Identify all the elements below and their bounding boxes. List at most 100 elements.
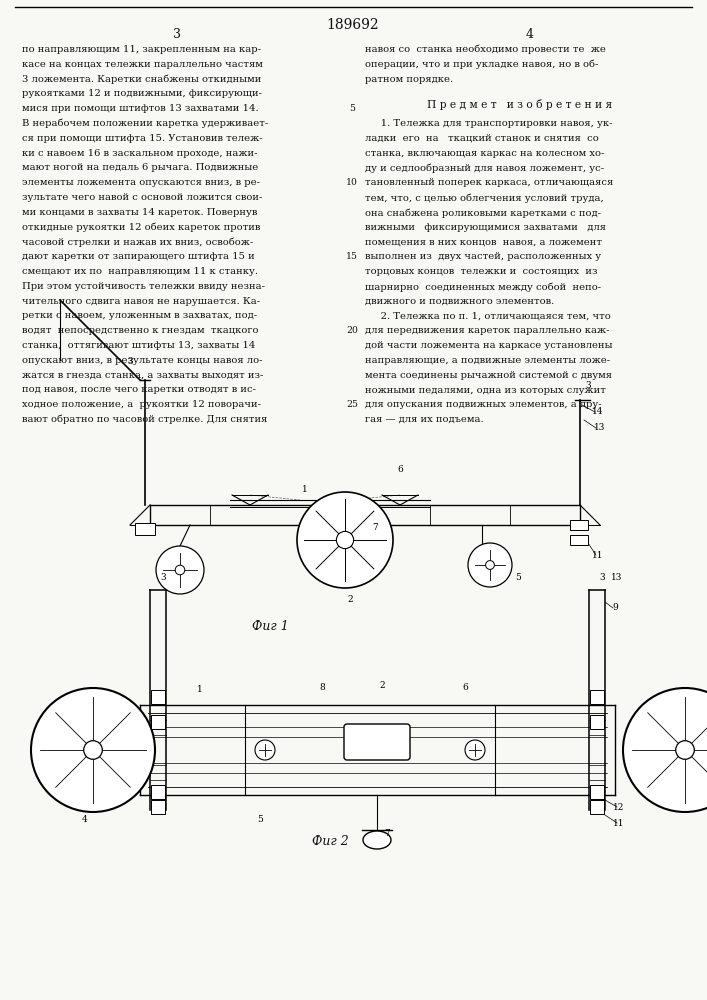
Circle shape	[156, 546, 204, 594]
Text: ми концами в захваты 14 кареток. Повернув: ми концами в захваты 14 кареток. Поверну…	[22, 208, 257, 217]
Text: рукоятками 12 и подвижными, фиксирующи-: рукоятками 12 и подвижными, фиксирующи-	[22, 89, 262, 98]
Text: 3: 3	[600, 574, 604, 582]
Text: ся при помощи штифта 15. Установив тележ-: ся при помощи штифта 15. Установив тележ…	[22, 134, 262, 143]
Circle shape	[175, 565, 185, 575]
Text: 1: 1	[302, 486, 308, 494]
Text: 5: 5	[349, 104, 355, 113]
Bar	[590, 715, 604, 729]
Text: 25: 25	[346, 400, 358, 409]
Text: мента соединены рычажной системой с двумя: мента соединены рычажной системой с двум…	[365, 371, 612, 380]
Text: 14: 14	[592, 408, 604, 416]
Text: выполнен из  двух частей, расположенных у: выполнен из двух частей, расположенных у	[365, 252, 601, 261]
Text: 13: 13	[612, 574, 623, 582]
Text: ки с навоем 16 в заскальном проходе, нажи-: ки с навоем 16 в заскальном проходе, наж…	[22, 149, 257, 158]
Circle shape	[468, 543, 512, 587]
Text: движного и подвижного элементов.: движного и подвижного элементов.	[365, 297, 554, 306]
Text: ратном порядке.: ратном порядке.	[365, 75, 453, 84]
Text: для опускания подвижных элементов, а дру-: для опускания подвижных элементов, а дру…	[365, 400, 602, 409]
Text: откидные рукоятки 12 обеих кареток против: откидные рукоятки 12 обеих кареток проти…	[22, 223, 260, 232]
Text: 11: 11	[592, 550, 604, 560]
Text: В нерабочем положении каретка удерживает-: В нерабочем положении каретка удерживает…	[22, 119, 268, 128]
Text: 7: 7	[384, 828, 390, 838]
Text: 10: 10	[346, 178, 358, 187]
Circle shape	[465, 740, 485, 760]
Text: гая — для их подъема.: гая — для их подъема.	[365, 415, 484, 424]
Bar	[590, 785, 604, 799]
Text: При этом устойчивость тележки ввиду незна-: При этом устойчивость тележки ввиду незн…	[22, 282, 265, 291]
Text: Фиг 1: Фиг 1	[252, 620, 288, 633]
Text: по направляющим 11, закрепленным на кар-: по направляющим 11, закрепленным на кар-	[22, 45, 261, 54]
Bar	[570, 535, 588, 545]
Text: жатся в гнезда станка, а захваты выходят из-: жатся в гнезда станка, а захваты выходят…	[22, 371, 264, 380]
Circle shape	[486, 561, 494, 569]
Circle shape	[337, 531, 354, 549]
Text: 13: 13	[595, 424, 606, 432]
Bar	[151, 785, 165, 799]
Text: шарнирно  соединенных между собой  непо-: шарнирно соединенных между собой непо-	[365, 282, 601, 292]
Text: опускают вниз, в результате концы навоя ло-: опускают вниз, в результате концы навоя …	[22, 356, 262, 365]
Circle shape	[623, 688, 707, 812]
Text: 3: 3	[585, 380, 591, 389]
Text: под навоя, после чего каретки отводят в ис-: под навоя, после чего каретки отводят в …	[22, 385, 256, 394]
Text: 2: 2	[347, 595, 353, 604]
Text: тем, что, с целью облегчения условий труда,: тем, что, с целью облегчения условий тру…	[365, 193, 604, 203]
Text: 3: 3	[173, 28, 181, 41]
Text: станка, включающая каркас на колесном хо-: станка, включающая каркас на колесном хо…	[365, 149, 604, 158]
Text: часовой стрелки и нажав их вниз, освобож-: часовой стрелки и нажав их вниз, освобож…	[22, 237, 253, 247]
Text: 3: 3	[127, 358, 133, 366]
Bar	[151, 715, 165, 729]
Text: 2. Тележка по п. 1, отличающаяся тем, что: 2. Тележка по п. 1, отличающаяся тем, чт…	[365, 312, 611, 321]
Text: направляющие, а подвижные элементы ложе-: направляющие, а подвижные элементы ложе-	[365, 356, 610, 365]
Text: водят  непосредственно к гнездам  ткацкого: водят непосредственно к гнездам ткацкого	[22, 326, 259, 335]
Circle shape	[297, 492, 393, 588]
Text: ладки  его  на   ткацкий станок и снятия  со: ладки его на ткацкий станок и снятия со	[365, 134, 599, 143]
Circle shape	[255, 740, 275, 760]
Text: помещения в них концов  навоя, а ложемент: помещения в них концов навоя, а ложемент	[365, 238, 602, 247]
Text: 3 ложемента. Каретки снабжены откидными: 3 ложемента. Каретки снабжены откидными	[22, 75, 262, 84]
Text: для передвижения кареток параллельно каж-: для передвижения кареток параллельно каж…	[365, 326, 609, 335]
Text: операции, что и при укладке навоя, но в об-: операции, что и при укладке навоя, но в …	[365, 60, 598, 69]
Text: чительного сдвига навоя не нарушается. Ка-: чительного сдвига навоя не нарушается. К…	[22, 297, 260, 306]
Text: вижными   фиксирующимися захватами   для: вижными фиксирующимися захватами для	[365, 223, 606, 232]
Text: Фиг 2: Фиг 2	[312, 835, 349, 848]
Text: мают ногой на педаль 6 рычага. Подвижные: мают ногой на педаль 6 рычага. Подвижные	[22, 163, 258, 172]
Text: 189692: 189692	[327, 18, 380, 32]
Text: дают каретки от запирающего штифта 15 и: дают каретки от запирающего штифта 15 и	[22, 252, 255, 261]
Text: 8: 8	[319, 682, 325, 692]
Text: 11: 11	[613, 818, 625, 828]
Text: 9: 9	[612, 603, 618, 612]
FancyBboxPatch shape	[344, 724, 410, 760]
Text: дой части ложемента на каркасе установлены: дой части ложемента на каркасе установле…	[365, 341, 612, 350]
Text: тановленный поперек каркаса, отличающаяся: тановленный поперек каркаса, отличающаяс…	[365, 178, 613, 187]
Text: П р е д м е т   и з о б р е т е н и я: П р е д м е т и з о б р е т е н и я	[427, 99, 613, 110]
Bar	[135, 523, 155, 535]
Text: элементы ложемента опускаются вниз, в ре-: элементы ложемента опускаются вниз, в ре…	[22, 178, 260, 187]
Text: касе на концах тележки параллельно частям: касе на концах тележки параллельно частя…	[22, 60, 263, 69]
Circle shape	[676, 741, 694, 759]
Text: вают обратно по часовой стрелке. Для снятия: вают обратно по часовой стрелке. Для сня…	[22, 415, 267, 424]
Text: ретки с навоем, уложенным в захватах, под-: ретки с навоем, уложенным в захватах, по…	[22, 311, 257, 320]
Text: смещают их по  направляющим 11 к станку.: смещают их по направляющим 11 к станку.	[22, 267, 258, 276]
Text: ду и седлообразный для навоя ложемент, ус-: ду и седлообразный для навоя ложемент, у…	[365, 164, 604, 173]
Text: 1. Тележка для транспортировки навоя, ук-: 1. Тележка для транспортировки навоя, ук…	[365, 119, 612, 128]
Text: ножными педалями, одна из которых служит: ножными педалями, одна из которых служит	[365, 386, 606, 395]
Text: 4: 4	[82, 816, 88, 824]
Text: 5: 5	[515, 572, 521, 582]
Circle shape	[83, 741, 103, 759]
Text: 1: 1	[197, 686, 203, 694]
Text: 12: 12	[613, 802, 625, 812]
Text: 5: 5	[257, 816, 263, 824]
Text: 2: 2	[379, 680, 385, 690]
Text: торцовых концов  тележки и  состоящих  из: торцовых концов тележки и состоящих из	[365, 267, 597, 276]
Bar	[151, 800, 165, 814]
Text: навоя со  станка необходимо провести те  же: навоя со станка необходимо провести те ж…	[365, 45, 606, 54]
Circle shape	[31, 688, 155, 812]
Text: ходное положение, а  рукоятки 12 поворачи-: ходное положение, а рукоятки 12 поворачи…	[22, 400, 261, 409]
Text: мися при помощи штифтов 13 захватами 14.: мися при помощи штифтов 13 захватами 14.	[22, 104, 259, 113]
Bar	[151, 690, 165, 704]
Text: 6: 6	[397, 466, 403, 475]
Text: 7: 7	[372, 524, 378, 532]
Text: 6: 6	[462, 682, 468, 692]
Bar	[590, 800, 604, 814]
Ellipse shape	[363, 831, 391, 849]
